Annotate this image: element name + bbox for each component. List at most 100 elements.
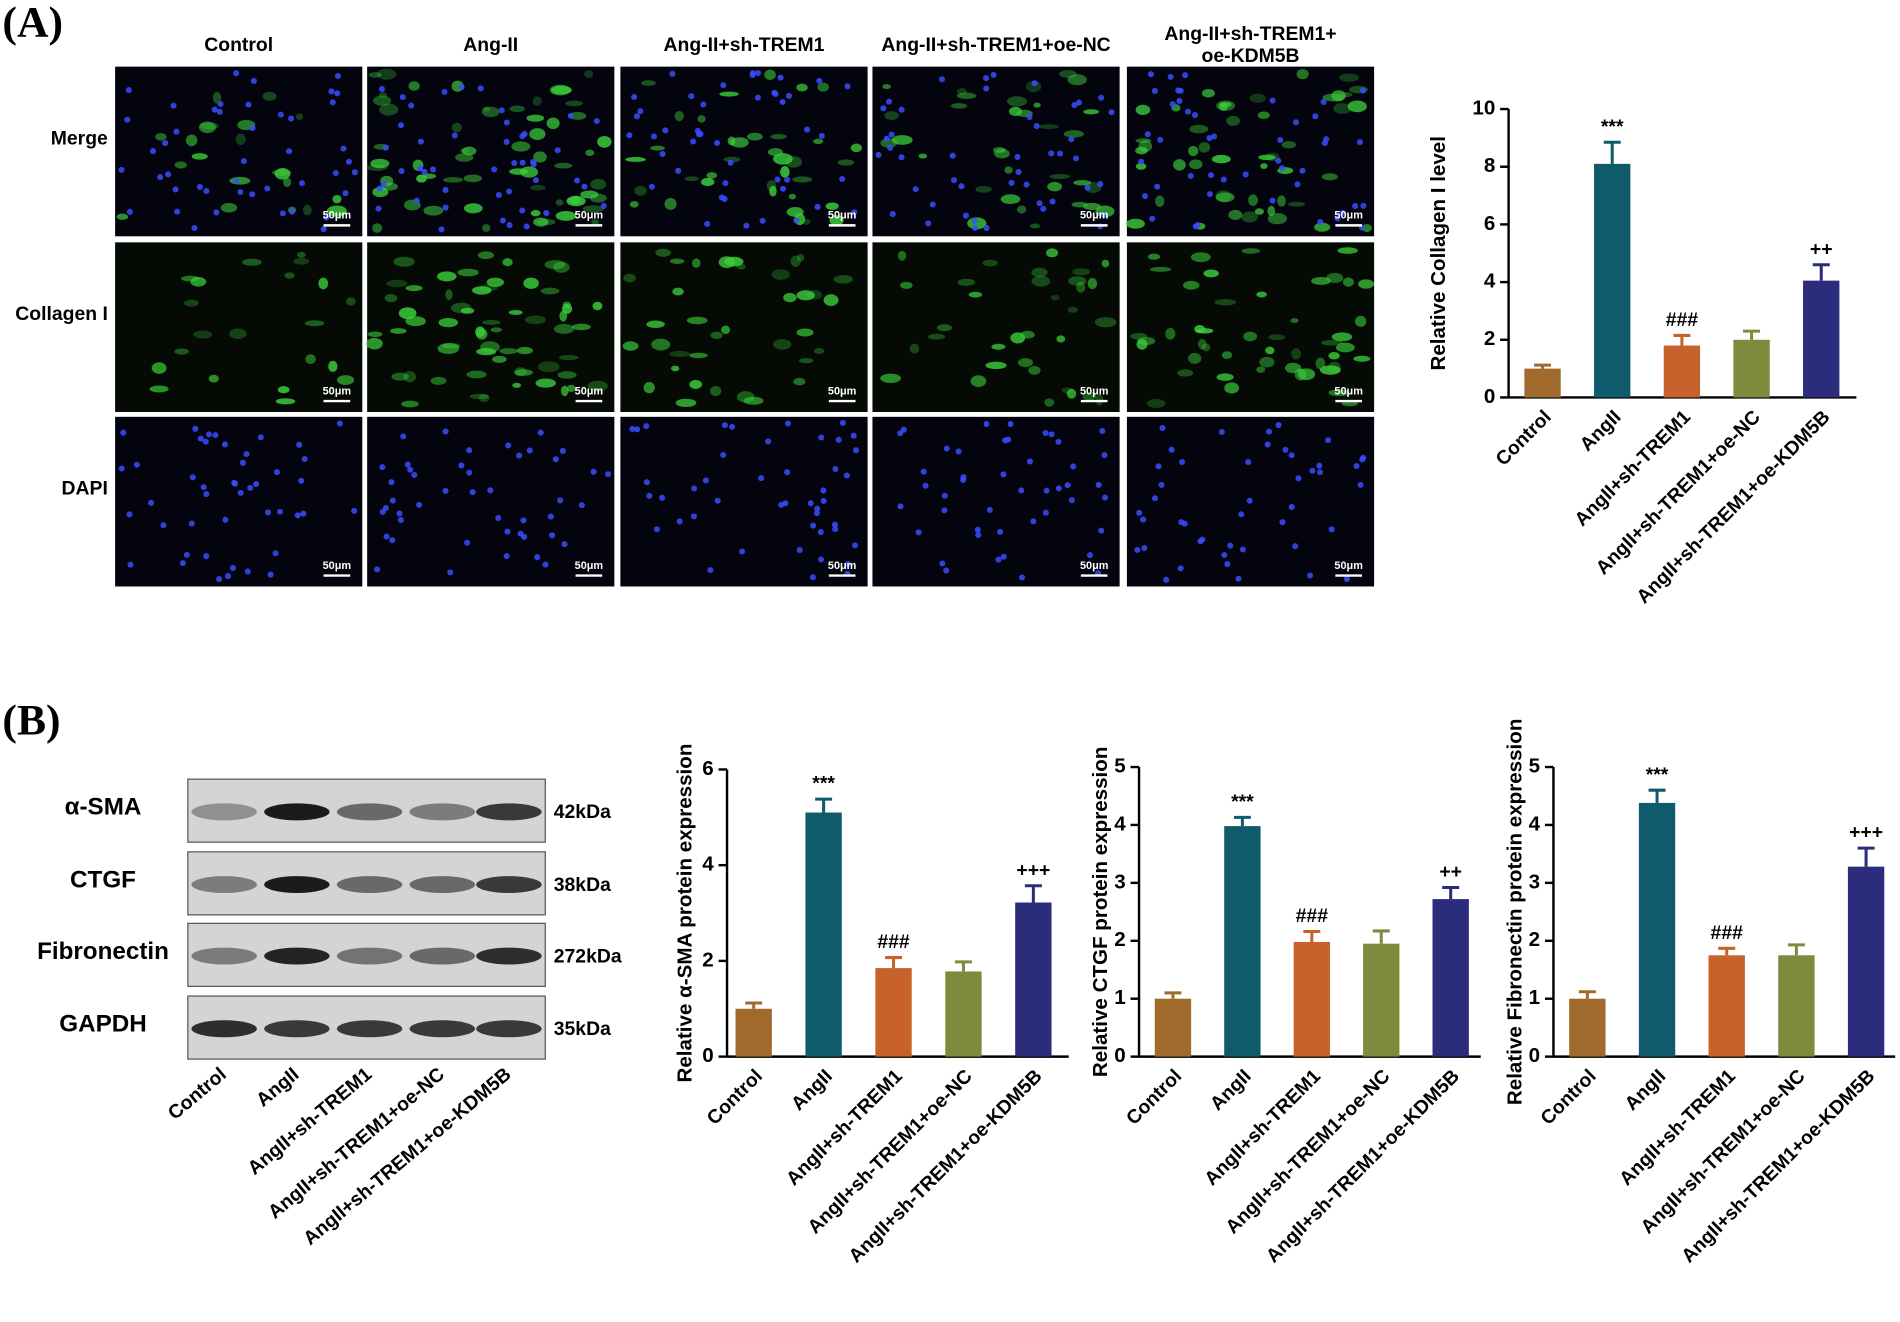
cell bbox=[1256, 366, 1266, 373]
blot-band bbox=[336, 1020, 403, 1038]
nucleus bbox=[782, 500, 789, 507]
cell bbox=[1135, 138, 1152, 144]
cell bbox=[1076, 281, 1086, 293]
nucleus bbox=[1356, 139, 1363, 146]
cell bbox=[512, 382, 522, 388]
cell bbox=[1214, 299, 1237, 306]
nucleus bbox=[983, 75, 990, 82]
x-tick-label: AngII bbox=[1620, 1065, 1670, 1115]
cell bbox=[183, 299, 199, 307]
nucleus bbox=[700, 101, 707, 108]
cell bbox=[590, 178, 607, 190]
nucleus bbox=[1140, 516, 1147, 523]
nucleus bbox=[633, 113, 641, 120]
nucleus bbox=[1184, 108, 1192, 115]
cell bbox=[229, 176, 251, 185]
cell bbox=[780, 166, 790, 178]
cell bbox=[302, 204, 312, 216]
nucleus bbox=[438, 226, 445, 233]
nucleus bbox=[1357, 481, 1364, 488]
size-label: 38kDa bbox=[554, 874, 611, 896]
cell bbox=[332, 194, 342, 204]
scale-bar-label: 50μm bbox=[575, 560, 604, 572]
cell bbox=[1211, 154, 1231, 164]
nucleus bbox=[1288, 452, 1295, 459]
image-background bbox=[367, 416, 615, 587]
nucleus bbox=[1155, 463, 1162, 470]
cell bbox=[1221, 351, 1233, 359]
nucleus bbox=[222, 516, 229, 523]
nucleus bbox=[951, 177, 958, 184]
nucleus bbox=[1033, 123, 1040, 130]
nucleus bbox=[547, 513, 554, 520]
nucleus bbox=[593, 117, 600, 125]
cell bbox=[1219, 102, 1232, 108]
y-tick-label: 2 bbox=[702, 948, 713, 971]
x-tick-label: Control bbox=[1536, 1065, 1600, 1129]
micrograph: 50μm bbox=[620, 416, 868, 587]
nucleus bbox=[1036, 200, 1043, 207]
nucleus bbox=[203, 553, 210, 560]
nucleus bbox=[695, 131, 703, 138]
cell bbox=[1198, 338, 1207, 350]
nucleus bbox=[971, 217, 978, 224]
nucleus bbox=[1339, 209, 1346, 217]
cell bbox=[968, 291, 983, 298]
scale-bar-label: 50μm bbox=[575, 385, 604, 397]
cell bbox=[476, 348, 497, 356]
cell bbox=[792, 176, 813, 183]
nucleus bbox=[179, 560, 186, 567]
nucleus bbox=[1084, 184, 1091, 191]
cell bbox=[529, 128, 546, 141]
nucleus bbox=[334, 90, 341, 97]
nucleus bbox=[334, 72, 341, 80]
cell bbox=[736, 391, 755, 403]
nucleus bbox=[1192, 223, 1199, 230]
blot-band bbox=[264, 803, 330, 821]
cell bbox=[1082, 202, 1101, 211]
scale-bar-label: 50μm bbox=[575, 210, 604, 222]
nucleus bbox=[832, 465, 839, 472]
nucleus bbox=[813, 510, 820, 517]
cell bbox=[1038, 124, 1059, 130]
nucleus bbox=[1043, 487, 1050, 494]
cell bbox=[1067, 74, 1087, 86]
blot-band bbox=[476, 876, 542, 894]
nucleus bbox=[702, 477, 709, 484]
nucleus bbox=[629, 425, 636, 432]
cell bbox=[336, 375, 355, 385]
cell bbox=[551, 85, 572, 95]
cell bbox=[700, 177, 715, 187]
y-tick-label: 2 bbox=[1529, 928, 1540, 951]
nucleus bbox=[1359, 456, 1366, 463]
nucleus bbox=[173, 128, 180, 135]
cell bbox=[1224, 382, 1240, 394]
nucleus bbox=[759, 217, 766, 224]
panel-label: (B) bbox=[2, 697, 60, 745]
nucleus bbox=[796, 547, 803, 554]
nucleus bbox=[900, 426, 907, 433]
nucleus bbox=[1181, 520, 1188, 527]
nucleus bbox=[1075, 99, 1082, 106]
cell bbox=[490, 327, 502, 333]
nucleus bbox=[943, 445, 950, 452]
nucleus bbox=[1187, 172, 1194, 179]
row-label: Collagen I bbox=[15, 303, 108, 325]
cell bbox=[445, 289, 453, 301]
nucleus bbox=[1177, 565, 1184, 572]
nucleus bbox=[216, 576, 223, 583]
nucleus bbox=[559, 447, 566, 454]
nucleus bbox=[839, 419, 846, 426]
nucleus bbox=[1002, 437, 1009, 444]
row-label: Merge bbox=[51, 127, 108, 149]
cell bbox=[1195, 328, 1214, 334]
image-background bbox=[115, 416, 363, 587]
nucleus bbox=[785, 92, 793, 99]
nucleus bbox=[442, 428, 449, 435]
nucleus bbox=[442, 186, 449, 193]
nucleus bbox=[213, 209, 220, 216]
cell bbox=[570, 195, 581, 205]
cell bbox=[405, 285, 423, 292]
nucleus bbox=[1048, 150, 1055, 157]
cell bbox=[472, 286, 492, 295]
